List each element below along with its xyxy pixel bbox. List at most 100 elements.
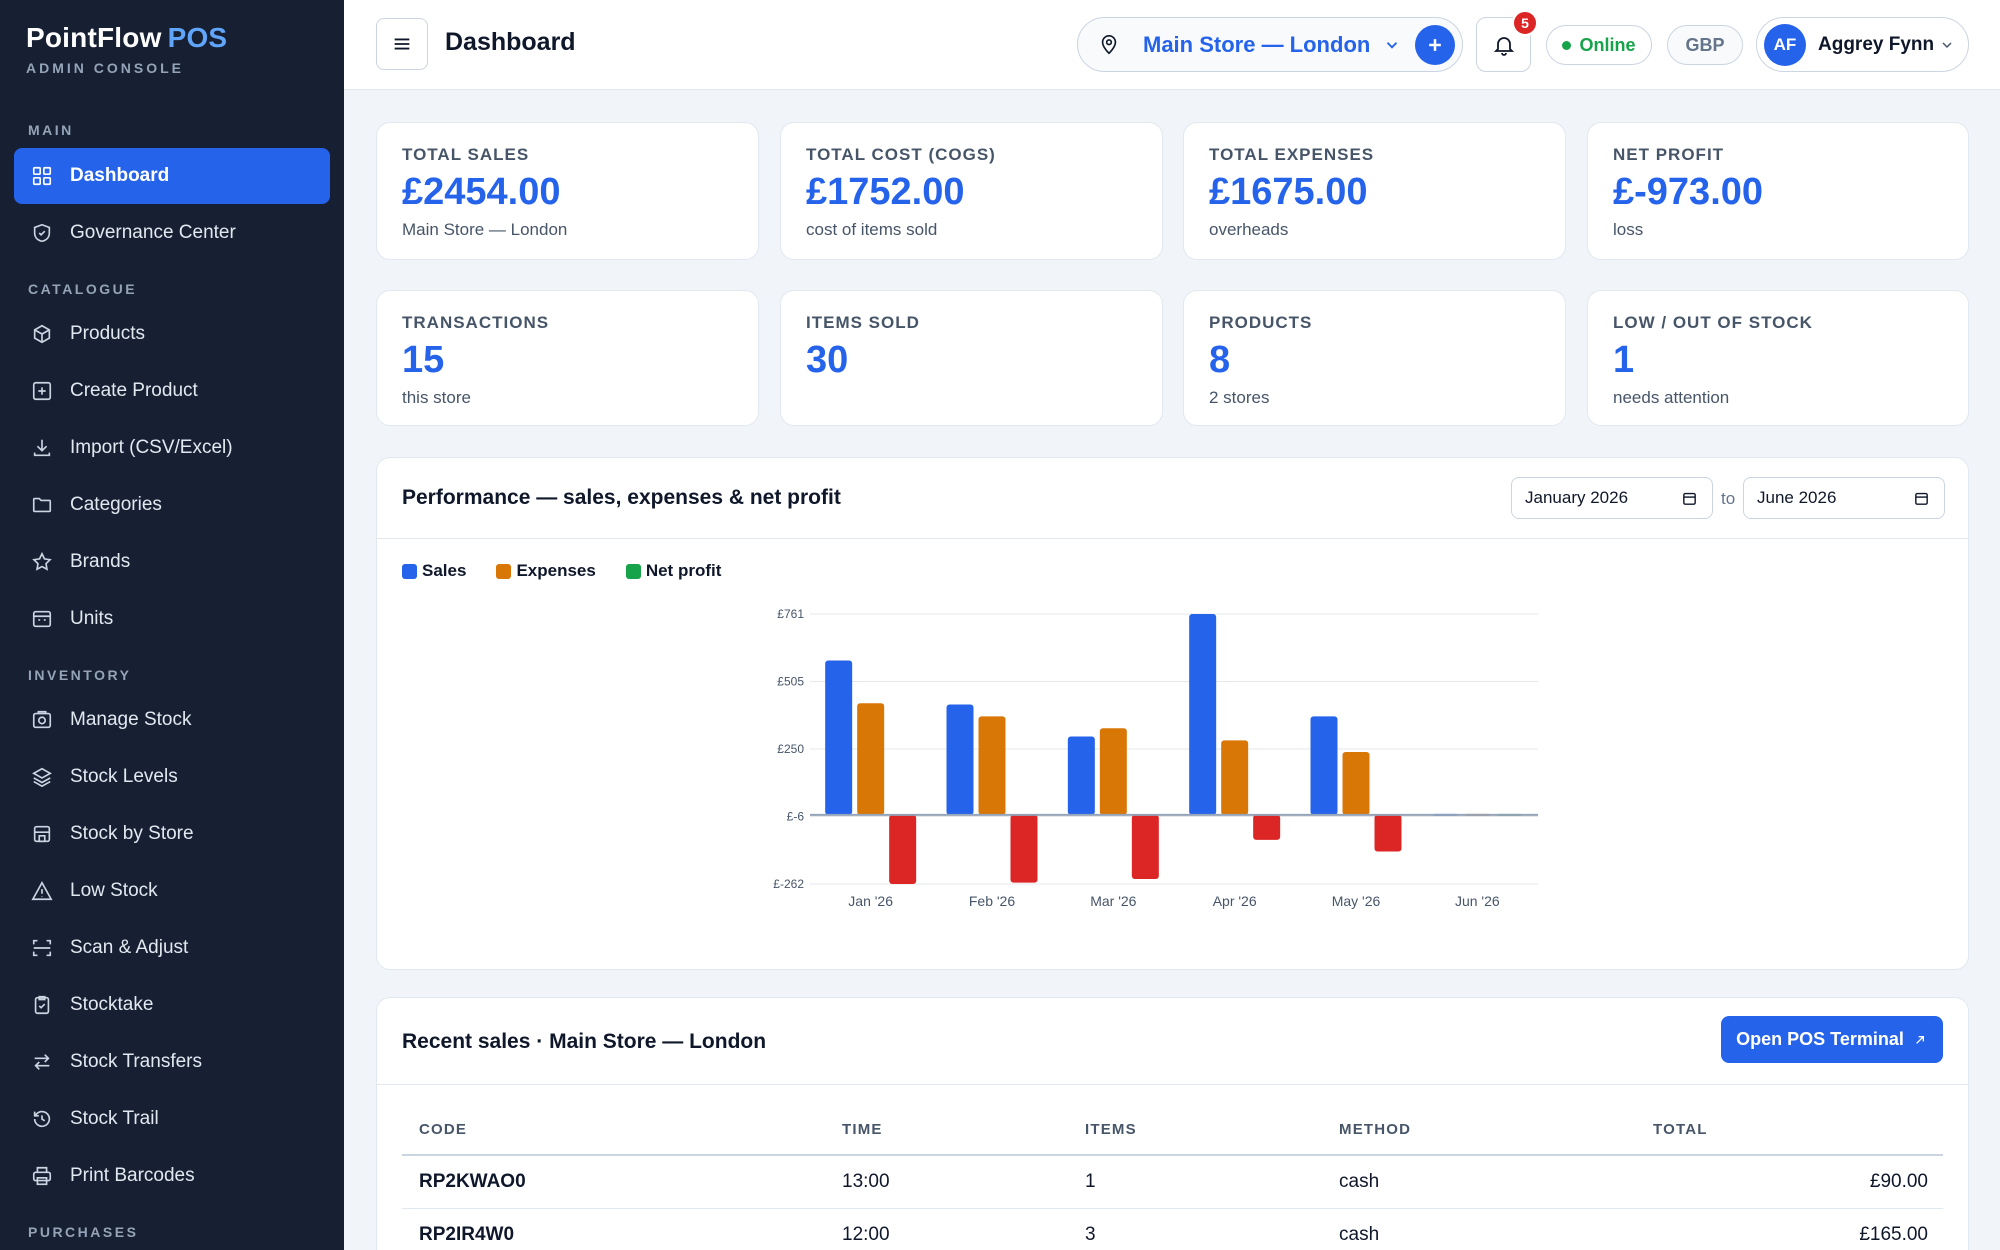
stat-card-products: PRODUCTS 8 2 stores [1183,290,1566,426]
column-header-code[interactable]: CODE [419,1121,468,1138]
notification-count-badge: 5 [1512,10,1538,36]
sidebar-item-stock-trail[interactable]: Stock Trail [14,1091,330,1147]
row-divider [402,1208,1943,1209]
legend-swatch [625,563,641,579]
sidebar-item-label: Stock by Store [70,823,194,844]
legend-label: Sales [422,561,467,580]
stat-subtext: cost of items sold [806,220,938,239]
legend-item-expenses[interactable]: Expenses [496,561,596,581]
map-pin-icon [1101,35,1117,55]
stat-subtext: 2 stores [1209,388,1270,407]
sidebar-item-manage-stock[interactable]: Manage Stock [14,692,330,748]
currency-selector[interactable]: GBP [1667,25,1743,65]
status-dot [1562,40,1572,50]
sidebar-item-label: Import (CSV/Excel) [70,437,233,458]
bell-icon [1493,36,1514,56]
column-header-items[interactable]: ITEMS [1085,1121,1137,1138]
add-store-button[interactable] [1415,25,1455,65]
sidebar-item-print-barcodes[interactable]: Print Barcodes [14,1148,330,1204]
x-tick-label: Apr '26 [1213,893,1257,909]
brand-logo[interactable]: PointFlow POS [26,22,227,54]
legend-item-net-profit[interactable]: Net profit [625,561,721,581]
star-icon [32,551,52,571]
sidebar-item-import[interactable]: Import (CSV/Excel) [14,420,330,476]
topbar: Dashboard Main Store — London 5 Online G… [344,0,2000,90]
clipboard-icon [34,995,50,1015]
recent-sales-title: Recent sales · Main Store — London [402,1030,767,1053]
nav-section-inventory: INVENTORY [28,667,132,683]
sidebar-item-governance-center[interactable]: Governance Center [14,205,330,261]
stat-value: £-973.00 [1613,171,1764,213]
y-tick-label: £-6 [787,810,805,824]
sidebar-item-units[interactable]: Units [14,591,330,647]
x-tick-label: May '26 [1332,893,1381,909]
bar-sales [1189,614,1217,815]
layers-icon [32,767,52,788]
performance-panel: Performance — sales, expenses & net prof… [376,457,1969,970]
date-from-input[interactable]: January 2026 [1511,477,1713,519]
stat-subtext: overheads [1209,220,1289,239]
legend-swatch [402,563,417,579]
legend-swatch [496,563,512,579]
download-icon [33,439,51,457]
stat-value: £1752.00 [806,171,965,213]
transfer-icon [34,1054,50,1070]
cell-code: RP2KWAO0 [419,1171,526,1192]
calendar-icon [1683,492,1696,505]
calendar-icon [1915,492,1928,505]
sidebar-item-low-stock[interactable]: Low Stock [14,863,330,919]
date-to-input[interactable]: June 2026 [1743,477,1945,519]
sidebar-item-categories[interactable]: Categories [14,477,330,533]
sidebar-item-dashboard[interactable]: Dashboard [14,148,330,204]
menu-toggle-button[interactable] [376,18,428,70]
performance-title: Performance — sales, expenses & net prof… [402,486,841,509]
stat-subtext: this store [402,388,471,407]
sidebar-item-scan-adjust[interactable]: Scan & Adjust [14,920,330,976]
stat-card-items-sold: ITEMS SOLD 30 [780,290,1163,426]
sidebar-item-stocktake[interactable]: Stocktake [14,977,330,1033]
stat-value: 1 [1613,339,1635,381]
y-tick-label: £250 [777,742,804,756]
hamburger-icon [394,38,410,50]
open-pos-label: Open POS Terminal [1736,1029,1904,1049]
column-header-total[interactable]: TOTAL [1653,1121,1708,1138]
bar-expenses [1221,740,1249,815]
store-name: Main Store — London [1143,32,1371,57]
column-header-time[interactable]: TIME [842,1121,883,1138]
sidebar-item-brands[interactable]: Brands [14,534,330,590]
box-icon [33,324,51,344]
sidebar-item-label: Create Product [70,380,198,401]
chevron-down-icon [1386,42,1398,49]
date-from-value: January 2026 [1525,488,1629,507]
sidebar-item-products[interactable]: Products [14,306,330,362]
printer-icon [32,1166,52,1186]
bar-expenses [857,703,885,815]
sidebar-item-label: Print Barcodes [70,1165,195,1186]
sidebar-item-stock-by-store[interactable]: Stock by Store [14,806,330,862]
sidebar-item-label: Scan & Adjust [70,937,189,958]
chart-legend: Sales Expenses Net profit [402,561,751,581]
stat-label: TOTAL COST (COGS) [806,145,996,164]
sidebar-item-create-product[interactable]: Create Product [14,363,330,419]
bar-net-profit [1010,814,1038,883]
external-link-icon [1916,1035,1924,1044]
user-menu[interactable]: AF Aggrey Fynn [1756,17,1969,72]
cell-total: £165.00 [1859,1224,1928,1245]
open-pos-terminal-button[interactable]: Open POS Terminal [1721,1016,1943,1063]
bar-net-profit [1374,814,1402,852]
sidebar-item-label: Manage Stock [70,709,192,730]
sidebar-item-stock-levels[interactable]: Stock Levels [14,749,330,805]
sidebar-item-label: Categories [70,494,162,515]
grid-icon [32,166,52,186]
column-header-method[interactable]: METHOD [1339,1121,1412,1138]
stat-label: PRODUCTS [1209,313,1313,332]
store-selector[interactable]: Main Store — London [1077,17,1463,72]
avatar: AF [1764,24,1806,66]
legend-item-sales[interactable]: Sales [402,561,466,581]
brand-suffix: POS [167,22,228,53]
bar-net-profit [1131,814,1159,879]
bar-expenses [1099,728,1127,815]
bar-sales [1067,736,1095,815]
sidebar-item-stock-transfers[interactable]: Stock Transfers [14,1034,330,1090]
y-tick-label: £761 [777,607,804,621]
